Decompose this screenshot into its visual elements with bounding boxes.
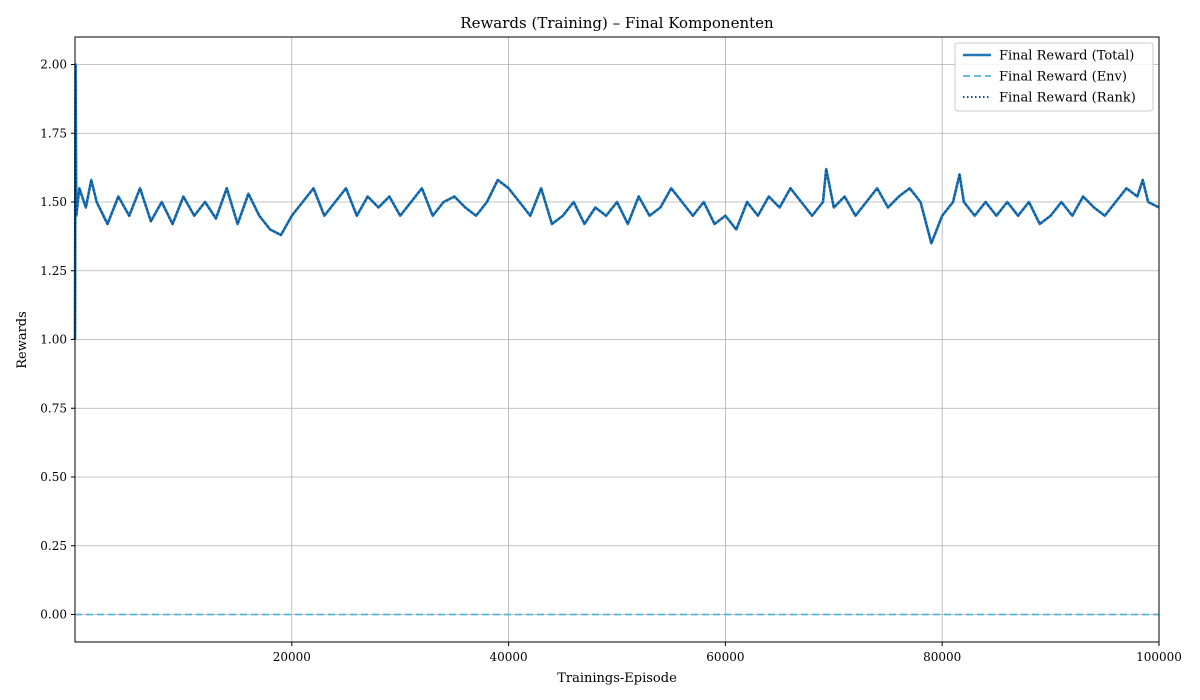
y-tick-label: 0.25 (40, 539, 67, 553)
y-tick-label: 0.00 (40, 608, 67, 622)
x-tick-label: 100000 (1136, 650, 1182, 664)
y-axis-ticks: 0.00 0.25 0.50 0.75 1.00 1.25 1.50 1.75 2.00 (40, 58, 75, 622)
legend-label-3: Final Reward (Rank) (999, 91, 1136, 106)
y-tick-label: 0.75 (40, 401, 67, 415)
y-tick-label: 1.50 (40, 195, 67, 209)
y-tick-label: 1.75 (40, 126, 67, 140)
legend-box (954, 42, 1154, 112)
series-lines (73, 63, 1160, 616)
legend: Final Reward (Total) Final Reward (Env) Fi… (954, 42, 1154, 112)
y-tick-label: 1.00 (40, 333, 67, 347)
x-tick-label: 60000 (706, 650, 744, 664)
x-tick-label: 40000 (490, 650, 528, 664)
y-axis-label: Rewards (15, 311, 30, 369)
y-tick-label: 0.50 (40, 470, 67, 484)
x-axis-label: Trainings-Episode (557, 671, 677, 686)
y-tick-label: 2.00 (40, 58, 67, 72)
x-tick-label: 20000 (273, 650, 311, 664)
y-tick-label: 1.25 (40, 264, 67, 278)
x-axis-ticks: 20000 40000 60000 80000 100000 (273, 642, 1182, 664)
legend-label-1: Final Reward (Total) (999, 49, 1134, 64)
x-tick-label: 80000 (923, 650, 961, 664)
chart-title: Rewards (Training) – Final Komponenten (460, 14, 774, 32)
series-line-1 (73, 63, 1160, 340)
grid (75, 37, 1160, 642)
legend-label-2: Final Reward (Env) (999, 70, 1127, 85)
